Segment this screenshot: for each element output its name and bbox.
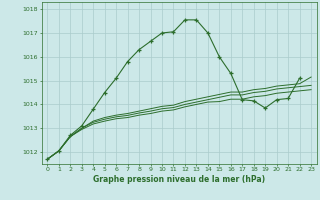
X-axis label: Graphe pression niveau de la mer (hPa): Graphe pression niveau de la mer (hPa): [93, 175, 265, 184]
